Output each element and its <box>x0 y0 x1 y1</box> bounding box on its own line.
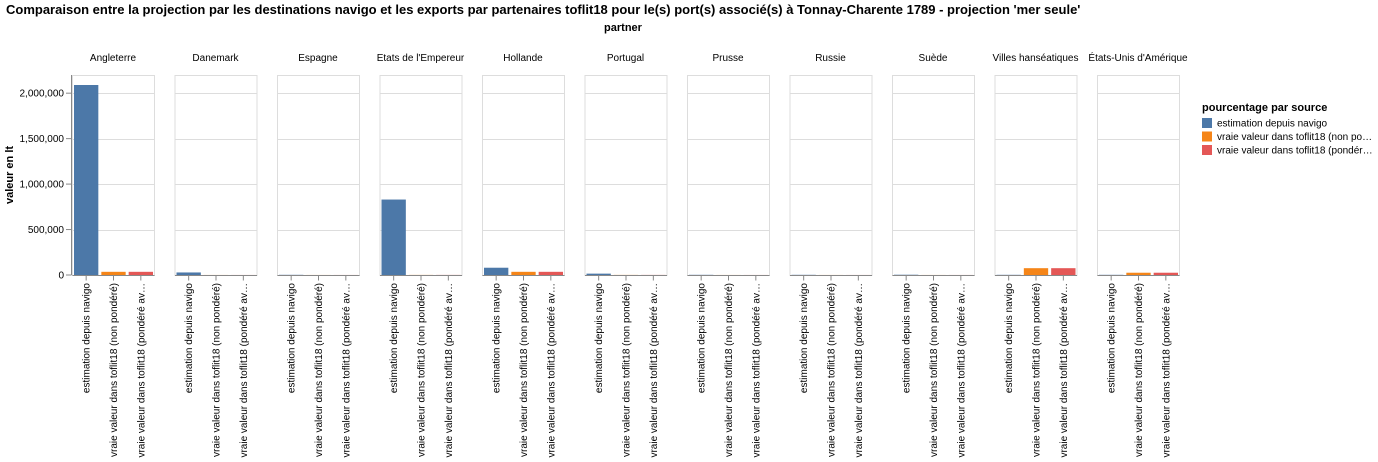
bar <box>586 273 611 275</box>
facet-panel: Russie estimation depuis navigo vraie vale… <box>789 53 873 458</box>
legend-title: pourcentage par source <box>1202 102 1327 114</box>
facet-header: Portugal <box>607 53 644 64</box>
bar <box>381 199 406 275</box>
bar <box>484 267 509 275</box>
facet-panel: Prusse estimation depuis navigo vraie vale… <box>687 53 770 458</box>
panel-frame <box>994 75 1078 276</box>
bar <box>176 272 201 275</box>
bar <box>511 271 536 275</box>
x-tick-label: vraie valeur dans toflit18 (non pondéré) <box>109 283 120 457</box>
facet-header: Suède <box>919 53 948 64</box>
x-tick-label: vraie valeur dans toflit18 (pondéré av… <box>546 283 557 458</box>
facet-title: partner <box>604 22 643 34</box>
panel-frame <box>687 75 770 276</box>
x-tick-label: vraie valeur dans toflit18 (non pondéré) <box>724 283 735 457</box>
x-tick-label: estimation depuis navigo <box>1107 283 1118 394</box>
facet-header: Angleterre <box>90 53 137 64</box>
y-tick-label: 500,000 <box>28 225 65 236</box>
bar <box>1051 268 1076 275</box>
x-tick-label: vraie valeur dans toflit18 (pondéré av… <box>1161 283 1172 458</box>
legend-label: vraie valeur dans toflit18 (pondér… <box>1217 146 1373 157</box>
facet-panel: Suède estimation depuis navigo vraie valeu… <box>892 53 975 458</box>
x-tick-label: estimation depuis navigo <box>902 283 913 394</box>
x-tick-label: vraie valeur dans toflit18 (pondéré av… <box>751 283 762 458</box>
facet-header: Danemark <box>192 53 239 64</box>
bar <box>74 85 99 275</box>
legend-label: vraie valeur dans toflit18 (non po… <box>1217 132 1372 143</box>
x-tick-label: vraie valeur dans toflit18 (pondéré av… <box>136 283 147 458</box>
facet-header: Etats de l'Empereur <box>377 53 465 64</box>
facet-header: Prusse <box>712 53 744 64</box>
facet-header: Espagne <box>298 53 338 64</box>
panel-frame <box>482 75 565 276</box>
panel-frame <box>789 75 873 276</box>
x-tick-label: vraie valeur dans toflit18 (non pondéré) <box>417 283 428 457</box>
x-tick-label: vraie valeur dans toflit18 (pondéré av… <box>341 283 352 458</box>
facet-panel: Villes hanséatiques estimation depuis nav… <box>993 53 1079 458</box>
y-axis-title: valeur en lt <box>4 146 16 204</box>
y-tick-label: 2,000,000 <box>20 89 65 100</box>
x-tick-label: vraie valeur dans toflit18 (non pondéré) <box>827 283 838 457</box>
panel-frame <box>277 75 360 276</box>
x-tick-label: estimation depuis navigo <box>389 283 400 394</box>
x-tick-label: vraie valeur dans toflit18 (non pondéré) <box>622 283 633 457</box>
panel-frame <box>892 75 975 276</box>
x-tick-label: vraie valeur dans toflit18 (pondéré av… <box>854 283 865 458</box>
facet-panel: Espagne estimation depuis navigo vraie val… <box>277 53 360 458</box>
panel-frame <box>584 75 668 276</box>
x-tick-label: vraie valeur dans toflit18 (pondéré av… <box>239 283 250 458</box>
x-tick-label: estimation depuis navigo <box>697 283 708 394</box>
x-tick-label: estimation depuis navigo <box>82 283 93 394</box>
x-tick-label: estimation depuis navigo <box>1004 283 1015 394</box>
x-tick-label: vraie valeur dans toflit18 (pondéré av… <box>649 283 660 458</box>
facets: Angleterre estimation depuis navigo vraie … <box>72 51 1188 458</box>
legend-label: estimation depuis navigo <box>1217 119 1328 130</box>
x-tick-label: vraie valeur dans toflit18 (pondéré av… <box>444 283 455 458</box>
x-tick-label: vraie valeur dans toflit18 (non pondéré) <box>1134 283 1145 457</box>
legend-swatch <box>1202 131 1212 142</box>
y-tick-label: 1,500,000 <box>20 134 65 145</box>
legend-swatch <box>1202 118 1212 128</box>
facet-panel: Angleterre estimation depuis navigo vraie … <box>72 53 155 458</box>
facet-header: Russie <box>815 53 846 64</box>
chart-title: Comparaison entre la projection par les … <box>6 2 1080 17</box>
x-tick-label: estimation depuis navigo <box>287 283 298 394</box>
x-tick-label: estimation depuis navigo <box>184 283 195 394</box>
x-tick-label: vraie valeur dans toflit18 (non pondéré) <box>519 283 530 457</box>
panel-frame <box>174 75 258 276</box>
legend: pourcentage par source estimation depuis … <box>1202 102 1373 157</box>
x-tick-label: estimation depuis navigo <box>492 283 503 394</box>
facet-panel: Etats de l'Empereur estimation depuis nav… <box>377 53 465 458</box>
facet-panel: États-Unis d'Amérique estimation depuis n… <box>1088 51 1188 458</box>
x-tick-label: vraie valeur dans toflit18 (pondéré av… <box>1059 283 1070 458</box>
x-tick-label: vraie valeur dans toflit18 (pondéré av… <box>956 283 967 458</box>
bar <box>128 271 153 275</box>
y-axis: 0 500,000 1,000,000 1,500,000 2,000,000 <box>20 75 72 282</box>
y-tick-label: 0 <box>58 271 64 282</box>
panel-frame <box>1097 75 1180 276</box>
facet-header: États-Unis d'Amérique <box>1088 51 1188 64</box>
x-tick-label: vraie valeur dans toflit18 (non pondéré) <box>929 283 940 457</box>
facet-panel: Hollande estimation depuis navigo vraie va… <box>482 53 565 458</box>
bar <box>1153 272 1178 275</box>
x-tick-label: vraie valeur dans toflit18 (non pondéré) <box>1032 283 1043 457</box>
x-tick-label: estimation depuis navigo <box>594 283 605 394</box>
x-tick-label: vraie valeur dans toflit18 (non pondéré) <box>314 283 325 457</box>
facet-panel: Portugal estimation depuis navigo vraie va… <box>584 53 668 458</box>
facet-header: Hollande <box>503 53 543 64</box>
facet-panel: Danemark estimation depuis navigo vraie va… <box>174 53 258 458</box>
facet-header: Villes hanséatiques <box>993 53 1079 64</box>
x-tick-label: vraie valeur dans toflit18 (non pondéré) <box>212 283 223 457</box>
bar <box>1023 268 1049 275</box>
bar <box>101 271 126 275</box>
bar <box>538 271 563 275</box>
bar <box>1126 272 1151 275</box>
legend-swatch <box>1202 145 1212 155</box>
x-tick-label: estimation depuis navigo <box>799 283 810 394</box>
y-tick-label: 1,000,000 <box>20 180 65 191</box>
